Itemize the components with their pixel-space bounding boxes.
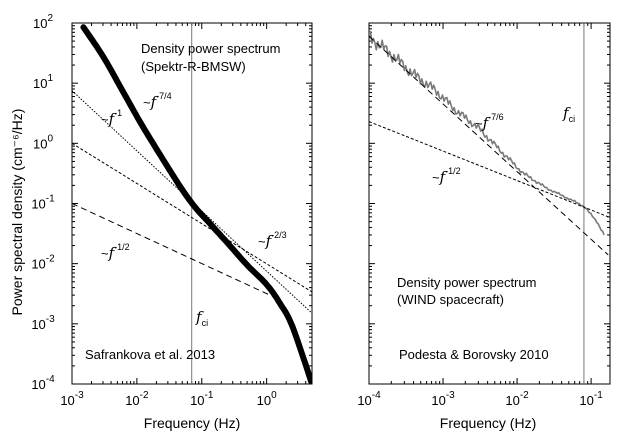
series--f-1-2 <box>72 203 273 297</box>
left-credit: Safrankova et al. 2013 <box>85 347 215 362</box>
x-tick-label: 10-3 <box>431 390 455 408</box>
x-tick-label: 10-3 <box>60 390 84 408</box>
annotation-f-1: ~f-1 <box>101 108 122 128</box>
x-tick-label: 10-1 <box>190 390 214 408</box>
x-tick-label: 10-1 <box>579 390 603 408</box>
series--f-7-6 <box>369 35 609 256</box>
x-tick-label: 10-2 <box>505 390 529 408</box>
right-credit: Podesta & Borovsky 2010 <box>399 347 549 362</box>
left-fci-label: fci <box>195 308 208 328</box>
y-tick-label: 101 <box>33 73 53 91</box>
right-title: Density power spectrum <box>397 275 536 290</box>
annotation-right-f-1-2: ~f-1/2 <box>432 166 461 186</box>
right-panel: 10-4 10-3 10-2 10-1 Density power spectrum … <box>357 22 611 431</box>
left-x-axis-label: Frequency (Hz) <box>144 415 240 431</box>
y-tick-label: 102 <box>33 13 53 31</box>
series-spectrum <box>369 30 605 236</box>
y-axis-label: Power spectral density (cm⁻⁶/Hz) <box>9 109 25 316</box>
annotation-f-1-2: ~f-1/2 <box>101 242 130 262</box>
annotation-f-2-3: ~f-2/3 <box>258 230 287 250</box>
right-fci-label: fci <box>562 104 575 124</box>
x-tick-label: 10-4 <box>357 390 381 408</box>
left-subtitle: (Spektr-R-BMSW) <box>141 59 246 74</box>
right-x-axis-label: Frequency (Hz) <box>440 415 536 431</box>
series--f-1-2 <box>369 121 609 218</box>
left-panel: 10-3 10-2 10-1 100 10-4 10-3 10-2 10-1 100 101 10… <box>31 13 313 431</box>
x-tick-label: 10-2 <box>125 390 149 408</box>
x-tick-label: 100 <box>257 390 277 408</box>
y-tick-label: 10-3 <box>31 314 55 332</box>
series--f-2-3 <box>72 142 312 293</box>
right-subtitle: (WIND spacecraft) <box>397 292 504 307</box>
annotation-f-7-6: ~f-7/6 <box>475 112 504 132</box>
y-tick-label: 10-4 <box>31 374 55 392</box>
left-title: Density power spectrum <box>141 41 280 56</box>
y-tick-label: 100 <box>33 133 53 151</box>
series-spectrum <box>80 24 312 384</box>
annotation-f-7-4: ~f-7/4 <box>143 91 172 111</box>
y-tick-label: 10-2 <box>31 254 55 272</box>
series--f-1 <box>72 90 312 314</box>
y-tick-label: 10-1 <box>31 194 55 212</box>
